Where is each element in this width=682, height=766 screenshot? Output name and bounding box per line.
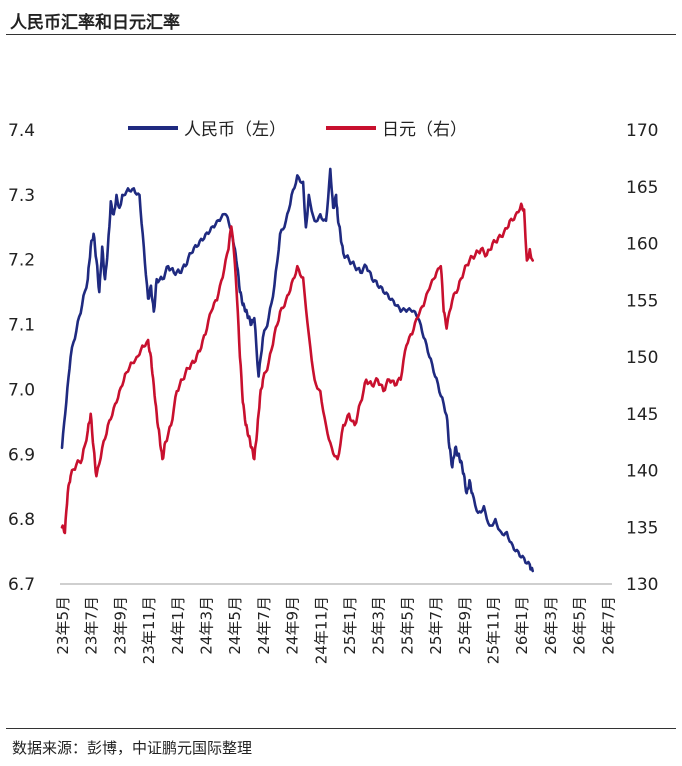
right-tick-label: 135 <box>626 518 658 538</box>
left-tick-label: 7.4 <box>8 121 35 141</box>
chart-title: 人民币汇率和日元汇率 <box>10 13 180 33</box>
x-tick-label: 24年7月 <box>255 596 273 655</box>
x-tick-label: 24年11月 <box>312 596 330 664</box>
x-tick-label: 25年1月 <box>341 596 359 655</box>
right-tick-label: 130 <box>626 575 658 595</box>
left-tick-label: 7.1 <box>8 316 35 336</box>
top-divider <box>6 34 676 35</box>
left-tick-label: 7.3 <box>8 186 35 206</box>
legend: 人民币（左） 日元（右） <box>128 120 467 140</box>
left-axis: 6.7 6.8 6.9 7.0 7.1 7.2 7.3 7.4 <box>8 121 35 595</box>
x-tick-label: 23年7月 <box>83 596 101 655</box>
x-tick-label: 24年1月 <box>169 596 187 655</box>
x-tick-label: 23年11月 <box>140 596 158 664</box>
bottom-divider <box>6 728 676 729</box>
x-tick-label: 25年5月 <box>398 596 416 655</box>
legend-label: 人民币（左） <box>184 120 286 140</box>
series-line-cny <box>60 167 534 573</box>
right-tick-label: 160 <box>626 235 658 255</box>
x-tick-label: 25年9月 <box>456 596 474 655</box>
left-tick-label: 6.8 <box>8 510 35 530</box>
x-tick-label: 24年9月 <box>284 596 302 655</box>
right-axis: 130 135 140 145 150 155 160 165 170 <box>626 121 658 595</box>
right-tick-label: 155 <box>626 291 658 311</box>
x-tick-label: 26年1月 <box>513 596 531 655</box>
x-tick-label: 24年5月 <box>226 596 244 655</box>
right-tick-label: 140 <box>626 462 658 482</box>
x-tick-label: 25年3月 <box>370 596 388 655</box>
legend-label: 日元（右） <box>382 120 467 140</box>
series-lines <box>60 167 534 573</box>
x-tick-label: 26年7月 <box>599 596 617 655</box>
left-tick-label: 7.0 <box>8 380 35 400</box>
x-axis: 23年5月 23年7月 23年9月 23年11月 24年1月 24年3月 24年5月 24年7… <box>54 596 617 664</box>
source-note: 数据来源：彭博，中证鹏元国际整理 <box>12 739 253 757</box>
x-tick-label: 24年3月 <box>198 596 216 655</box>
x-tick-label: 23年9月 <box>111 596 129 655</box>
right-tick-label: 170 <box>626 121 658 141</box>
x-tick-label: 26年5月 <box>571 596 589 655</box>
x-tick-label: 25年11月 <box>485 596 503 664</box>
right-tick-label: 165 <box>626 178 658 198</box>
x-tick-label: 26年3月 <box>542 596 560 655</box>
chart-area: 6.7 6.8 6.9 7.0 7.1 7.2 7.3 7.4 130 135 140 145 150… <box>8 120 658 664</box>
right-tick-label: 150 <box>626 348 658 368</box>
series-line-jpy <box>60 202 534 535</box>
x-tick-label: 25年7月 <box>427 596 445 655</box>
right-tick-label: 145 <box>626 405 658 425</box>
left-tick-label: 6.7 <box>8 575 35 595</box>
left-tick-label: 7.2 <box>8 251 35 271</box>
left-tick-label: 6.9 <box>8 445 35 465</box>
x-tick-label: 23年5月 <box>54 596 72 655</box>
